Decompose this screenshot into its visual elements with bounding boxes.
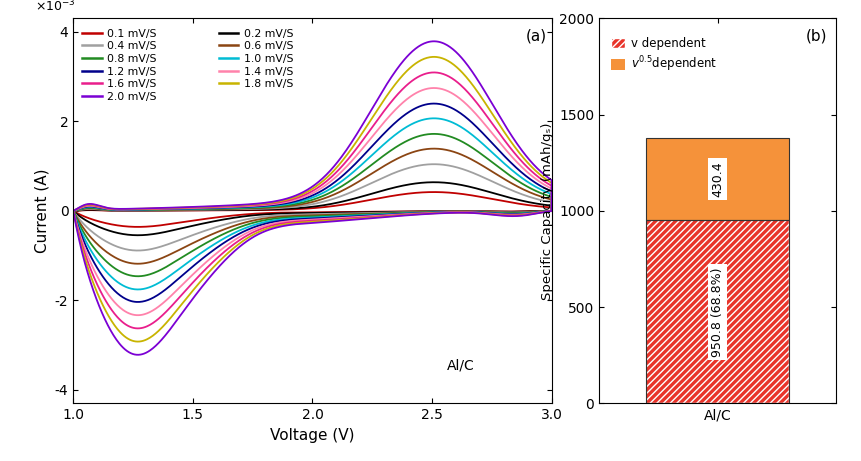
Text: 430.4: 430.4 — [710, 161, 723, 197]
X-axis label: Voltage (V): Voltage (V) — [269, 428, 355, 443]
Text: Al/C: Al/C — [446, 359, 474, 372]
Bar — [646, 220, 788, 403]
Text: 950.8 (68.8%): 950.8 (68.8%) — [710, 267, 723, 357]
Y-axis label: Current (A): Current (A) — [34, 169, 49, 253]
Y-axis label: Specific Capacity (mAh/gₛ): Specific Capacity (mAh/gₛ) — [540, 122, 553, 300]
Legend: 0.2 mV/S, 0.6 mV/S, 1.0 mV/S, 1.4 mV/S, 1.8 mV/S: 0.2 mV/S, 0.6 mV/S, 1.0 mV/S, 1.4 mV/S, … — [214, 24, 297, 94]
Bar — [646, 137, 788, 220]
Text: (b): (b) — [804, 28, 826, 43]
Legend: v dependent, $v^{0.5}$dependent: v dependent, $v^{0.5}$dependent — [605, 32, 722, 79]
Text: $\times10^{-3}$: $\times10^{-3}$ — [35, 0, 76, 15]
Bar — [646, 220, 788, 403]
Text: (a): (a) — [524, 28, 546, 43]
